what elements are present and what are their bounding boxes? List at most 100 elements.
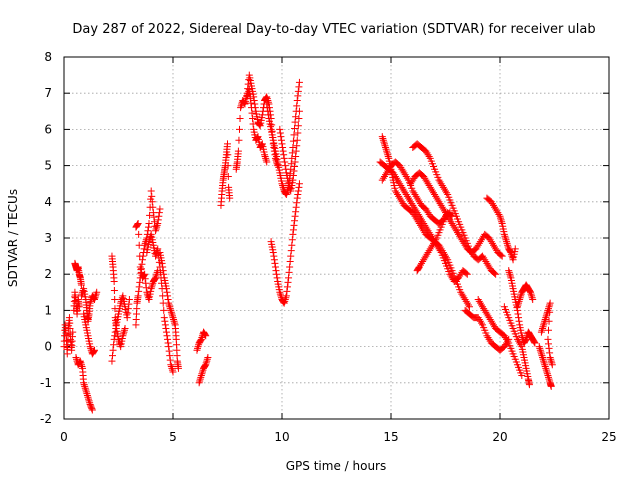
data-point-arc16 — [235, 136, 243, 144]
data-point-arc19 — [294, 129, 302, 137]
data-point-arc34 — [538, 326, 546, 334]
data-point-arc20 — [270, 256, 278, 264]
data-point-arc32 — [525, 286, 533, 294]
data-point-arc4 — [78, 363, 86, 371]
data-point-arc31 — [506, 272, 514, 280]
y-tick-label: 2 — [44, 267, 52, 281]
data-point-arc16 — [271, 151, 279, 159]
data-point-arc16 — [268, 121, 276, 129]
data-point-arc25 — [422, 176, 430, 184]
data-point-arc30 — [525, 381, 533, 389]
data-point-arc20 — [280, 299, 288, 307]
data-point-arc10 — [142, 284, 150, 292]
y-tick-label: 0 — [44, 340, 52, 354]
data-point-arc20 — [283, 287, 291, 295]
data-point-arc7 — [120, 326, 128, 334]
data-point-arc22 — [424, 227, 432, 235]
data-point-arc23 — [383, 169, 391, 177]
data-point-arc27 — [502, 236, 510, 244]
data-point-arc23 — [378, 176, 386, 184]
data-point-arc1 — [63, 350, 71, 358]
data-point-arc22 — [408, 200, 416, 208]
data-point-arc12 — [165, 301, 173, 309]
data-point-arc22 — [409, 201, 417, 209]
data-point-arc23 — [414, 196, 422, 204]
data-point-arc22 — [415, 212, 423, 220]
data-point-arc16 — [264, 98, 272, 106]
data-point-arc25 — [474, 241, 482, 249]
data-point-arc20 — [276, 290, 284, 298]
data-point-arc24 — [443, 189, 451, 197]
data-point-arc33 — [537, 348, 545, 356]
data-point-arc9 — [153, 221, 161, 229]
data-point-arc24 — [424, 151, 432, 159]
data-point-arc20 — [293, 194, 301, 202]
data-point-arc10 — [153, 270, 161, 278]
data-point-arc19 — [280, 151, 288, 159]
data-point-arc11 — [145, 238, 153, 246]
tick-labels: 0 5 10 15 20 25 -2 -1 0 1 2 3 4 5 6 7 8 — [40, 50, 617, 444]
data-point-arc34 — [546, 349, 554, 357]
data-point-arc25 — [476, 238, 484, 246]
data-point-arc25 — [489, 241, 497, 249]
data-point-arc8 — [125, 296, 133, 304]
data-point-arc23 — [397, 163, 405, 171]
data-point-arc11 — [167, 363, 175, 371]
data-point-arc25 — [486, 236, 494, 244]
data-point-arc27 — [504, 241, 512, 249]
data-point-arc18 — [293, 102, 301, 110]
data-point-arc26 — [414, 265, 422, 273]
data-point-arc33 — [538, 352, 546, 360]
data-point-arc34 — [544, 335, 552, 343]
data-point-arc25 — [458, 236, 466, 244]
data-point-arc19 — [295, 107, 303, 115]
data-point-arc33 — [542, 364, 550, 372]
data-point-arc12 — [162, 285, 170, 293]
data-point-arc26 — [426, 245, 434, 253]
data-point-arc24 — [442, 187, 449, 195]
data-point-arc31 — [522, 335, 530, 343]
data-point-arc10 — [140, 271, 148, 279]
data-point-arc29 — [474, 296, 482, 304]
data-point-arc18 — [295, 78, 303, 86]
data-point-arc27 — [498, 218, 506, 226]
data-point-arc12 — [168, 310, 176, 318]
data-point-arc13 — [201, 331, 209, 339]
data-point-arc29 — [500, 332, 508, 340]
data-point-arc8 — [109, 346, 117, 354]
data-point-arc11 — [168, 364, 176, 372]
data-point-arc19 — [282, 165, 290, 173]
data-point-arc11 — [166, 352, 174, 360]
data-point-arc25 — [460, 239, 468, 247]
data-point-arc33 — [539, 353, 547, 361]
y-axis-label: SDTVAR / TECUs — [6, 189, 20, 287]
data-point-arc27 — [509, 254, 517, 262]
data-point-arc19 — [279, 144, 287, 151]
data-point-arc27 — [488, 200, 496, 208]
data-point-arc25 — [461, 241, 469, 249]
data-point-arc25 — [437, 201, 445, 209]
data-point-arc24 — [492, 270, 500, 278]
data-point-arc18 — [290, 131, 298, 139]
data-point-arc8 — [117, 299, 125, 307]
data-point-arc31 — [531, 339, 539, 347]
data-point-arc23 — [399, 167, 407, 175]
data-point-arc9 — [134, 292, 142, 300]
data-point-arc34 — [539, 323, 547, 331]
data-point-arc27 — [503, 238, 511, 246]
data-point-arc9 — [141, 239, 149, 247]
data-point-arc19 — [293, 136, 301, 144]
y-tick-label: -1 — [40, 376, 52, 390]
data-point-arc29 — [484, 312, 492, 320]
data-point-arc29 — [501, 334, 509, 342]
data-point-arc33 — [547, 382, 555, 390]
data-point-arc33 — [545, 373, 553, 381]
data-point-arc14 — [203, 357, 211, 365]
y-tick-label: 8 — [44, 50, 52, 64]
data-point-arc20 — [288, 236, 296, 244]
data-point-arc28 — [474, 314, 482, 322]
data-point-arc21 — [383, 149, 391, 157]
data-point-arc13 — [202, 332, 210, 340]
x-tick-label: 0 — [60, 430, 68, 444]
data-point-arc26 — [424, 248, 432, 256]
